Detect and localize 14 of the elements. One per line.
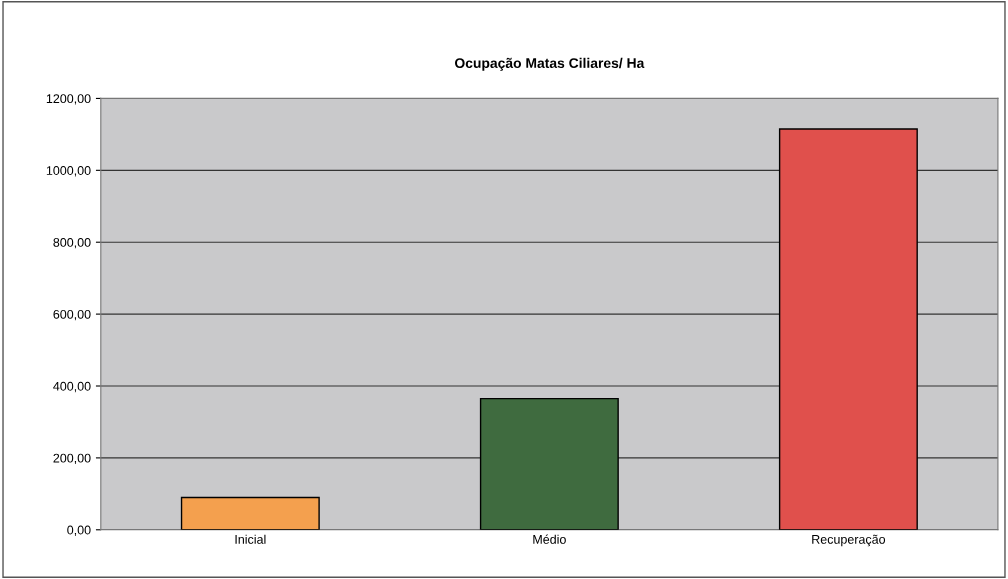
x-tick-label: Médio [533,534,566,544]
bar [778,128,918,530]
y-tick-label: 1000,00 [46,166,91,177]
bar [479,397,619,530]
x-tick-label: Recuperação [812,534,886,547]
bar [180,496,320,530]
chart-title: Ocupação Matas Ciliares/ Ha [454,57,645,71]
y-tick-label: 1200,00 [46,94,91,105]
x-tick-label: Inicial [235,534,266,544]
y-tick-label: 400,00 [53,381,91,393]
y-tick-label: 800,00 [53,238,91,249]
y-tick-label: 200,00 [53,453,91,465]
y-tick-label: 600,00 [53,309,91,321]
y-tick-label: 0,00 [67,525,91,536]
